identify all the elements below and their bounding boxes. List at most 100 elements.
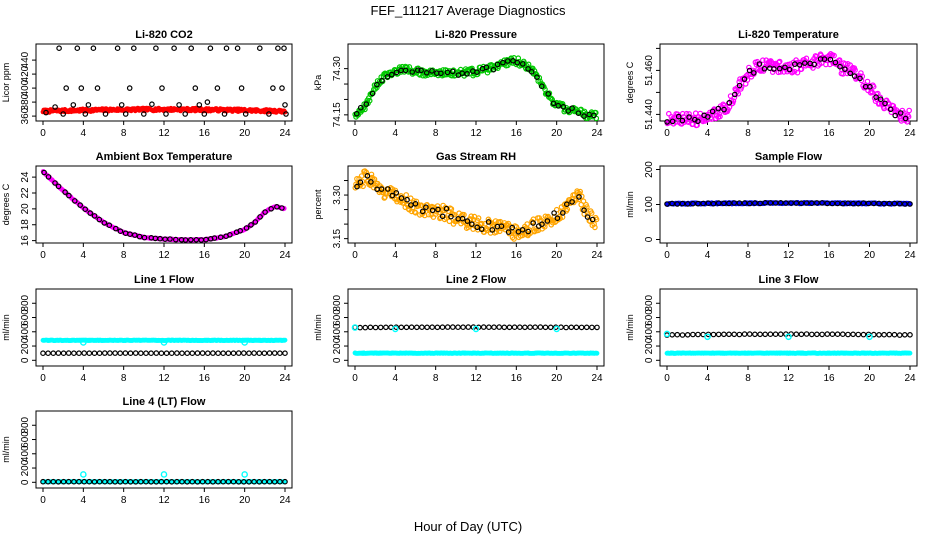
data-point	[189, 478, 196, 485]
data-point	[281, 45, 287, 52]
data-point	[478, 226, 485, 233]
data-point	[77, 202, 84, 208]
x-tick-label: 0	[664, 250, 670, 261]
data-point	[220, 478, 227, 485]
data-point	[669, 331, 676, 338]
data-point	[675, 113, 682, 120]
y-tick-label: 24	[20, 171, 31, 183]
data-point	[86, 350, 93, 357]
data-point	[674, 331, 681, 338]
data-point	[159, 85, 165, 91]
data-point	[412, 210, 419, 216]
data-point	[277, 478, 283, 485]
data-point	[174, 350, 180, 356]
outlier-point	[472, 325, 480, 333]
data-point	[117, 478, 124, 485]
data-point	[480, 324, 487, 330]
data-point	[690, 200, 696, 207]
data-point	[695, 200, 701, 207]
x-tick-label: 16	[823, 373, 835, 384]
data-point	[444, 69, 451, 76]
data-point	[771, 66, 777, 72]
x-tick-label: 12	[470, 250, 482, 261]
x-tick-label: 20	[551, 128, 563, 139]
data-point	[850, 200, 856, 207]
y-tick-label: 18	[20, 219, 31, 231]
data-point	[419, 324, 425, 331]
data-point	[241, 350, 247, 356]
x-tick-label: 0	[352, 373, 358, 384]
data-point	[251, 350, 257, 356]
data-point	[791, 68, 798, 75]
data-point	[444, 324, 451, 330]
data-point	[857, 75, 863, 82]
data-point	[65, 350, 72, 356]
data-point	[40, 478, 46, 485]
data-point	[364, 173, 371, 179]
data-point	[40, 350, 46, 357]
y-tick-label: 16	[20, 235, 31, 247]
x-tick-label: 4	[393, 250, 399, 261]
x-tick-label: 20	[239, 373, 251, 384]
data-point	[814, 200, 820, 206]
x-tick-label: 12	[783, 373, 795, 384]
data-point	[746, 64, 752, 71]
data-point	[70, 102, 77, 108]
data-point	[122, 350, 129, 356]
data-point	[184, 350, 191, 357]
outlier-point	[241, 339, 248, 346]
data-point	[746, 200, 753, 207]
data-point	[52, 180, 58, 186]
data-point	[717, 113, 723, 120]
data-point	[847, 70, 854, 77]
series-average	[43, 45, 289, 117]
data-point	[102, 350, 108, 356]
y-tick-label: 0	[20, 479, 31, 485]
data-point	[865, 200, 872, 207]
data-point	[354, 183, 360, 190]
outlier-points	[663, 330, 873, 341]
data-point	[891, 331, 898, 338]
data-point	[741, 200, 748, 206]
data-point	[374, 81, 380, 88]
data-point	[214, 85, 221, 91]
x-tick-label: 20	[239, 495, 251, 506]
y-tick-label: 200	[332, 337, 343, 354]
data-point	[522, 324, 528, 331]
data-point	[179, 478, 185, 485]
y-tick-label: 600	[20, 309, 31, 326]
x-tick-label: 12	[158, 373, 170, 384]
data-point	[757, 200, 763, 207]
x-tick-label: 0	[40, 373, 46, 384]
data-point	[509, 224, 516, 231]
data-point	[563, 201, 570, 208]
data-point	[261, 350, 268, 357]
data-point	[829, 200, 836, 207]
x-tick-label: 8	[745, 373, 751, 384]
data-point	[821, 56, 828, 62]
series-minute-data	[352, 168, 600, 242]
data-point	[62, 189, 68, 195]
data-point	[515, 229, 522, 235]
data-point	[803, 331, 810, 337]
panel-10: Line 4 (LT) Flow ml/min 0 4 8 12 16 20 24 0 200400…	[1, 396, 293, 506]
outlier-point	[160, 339, 168, 346]
data-point	[839, 331, 846, 338]
data-point	[860, 331, 867, 338]
data-point	[112, 350, 118, 356]
data-point	[834, 200, 841, 207]
data-point	[412, 201, 419, 207]
data-point	[118, 102, 125, 108]
data-point	[581, 207, 587, 214]
x-tick-label: 8	[121, 495, 127, 506]
data-point	[362, 324, 369, 331]
data-point	[551, 210, 557, 216]
data-point	[776, 65, 783, 72]
x-tick-label: 8	[745, 128, 751, 139]
data-point	[242, 111, 249, 117]
data-point	[892, 112, 899, 119]
data-point	[890, 103, 897, 109]
data-point	[498, 223, 505, 230]
data-point	[418, 202, 425, 209]
panel-5: Gas Stream RH percent 0 4 8 12 16 20 24 3.15 3.30	[313, 151, 605, 261]
